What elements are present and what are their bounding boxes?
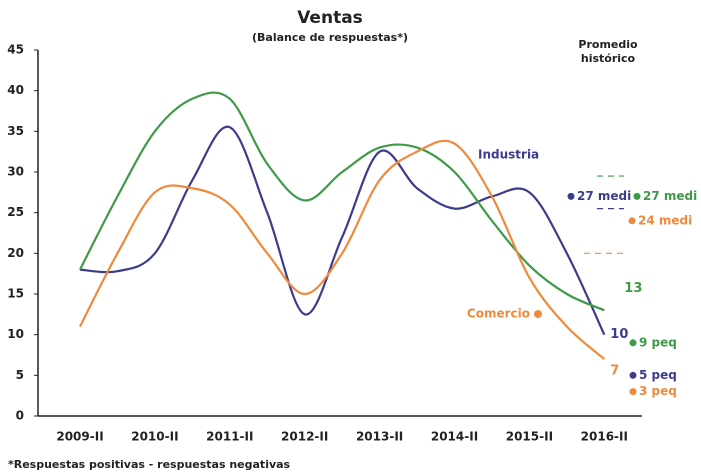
y-tick-label: 40 xyxy=(7,83,24,97)
reference-point xyxy=(633,192,641,200)
x-tick-label: 2010-II xyxy=(131,430,178,444)
x-tick-label: 2012-II xyxy=(281,430,328,444)
x-tick-label: 2011-II xyxy=(206,430,253,444)
series-line xyxy=(79,139,606,360)
reference-title: Promedio histórico xyxy=(578,38,638,65)
x-tick-label: 2009-II xyxy=(56,430,103,444)
reference-point xyxy=(629,339,637,347)
end-label: 7 xyxy=(610,364,619,379)
reference-label: 9 peq xyxy=(639,335,677,349)
reference-label: 27 medi xyxy=(643,189,697,203)
end-label: 10 xyxy=(610,327,628,342)
reference-point xyxy=(628,217,636,225)
y-tick-label: 10 xyxy=(7,327,24,341)
x-tick-label: 2013-II xyxy=(356,430,403,444)
y-tick-label: 25 xyxy=(7,205,24,219)
y-tick-label: 45 xyxy=(7,43,24,57)
series-name: Comercio xyxy=(467,307,530,321)
x-tick-label: 2015-II xyxy=(506,430,553,444)
reference-point xyxy=(567,192,575,200)
y-tick-label: 15 xyxy=(7,287,24,301)
reference-point xyxy=(629,371,637,379)
chart-subtitle: (Balance de respuestas*) xyxy=(252,31,408,44)
reference-point xyxy=(629,388,637,396)
series-name: Industria xyxy=(478,148,539,162)
reference-label: 3 peq xyxy=(639,384,677,398)
series-line xyxy=(79,125,606,336)
series-line xyxy=(79,91,605,312)
end-label: 13 xyxy=(624,281,642,296)
y-tick-label: 35 xyxy=(7,124,24,138)
x-tick-label: 2014-II xyxy=(431,430,478,444)
chart-title: Ventas xyxy=(297,8,363,28)
x-tick-label: 2016-II xyxy=(581,430,628,444)
y-tick-label: 30 xyxy=(7,165,24,179)
reference-label: 5 peq xyxy=(639,368,677,382)
y-tick-label: 20 xyxy=(7,246,24,260)
annotation-dot xyxy=(534,310,542,318)
y-tick-label: 5 xyxy=(16,368,24,382)
footnote: *Respuestas positivas - respuestas negat… xyxy=(8,458,291,471)
y-tick-label: 0 xyxy=(16,409,24,423)
reference-label: 27 medi xyxy=(577,189,631,203)
reference-label: 24 medi xyxy=(638,213,692,227)
